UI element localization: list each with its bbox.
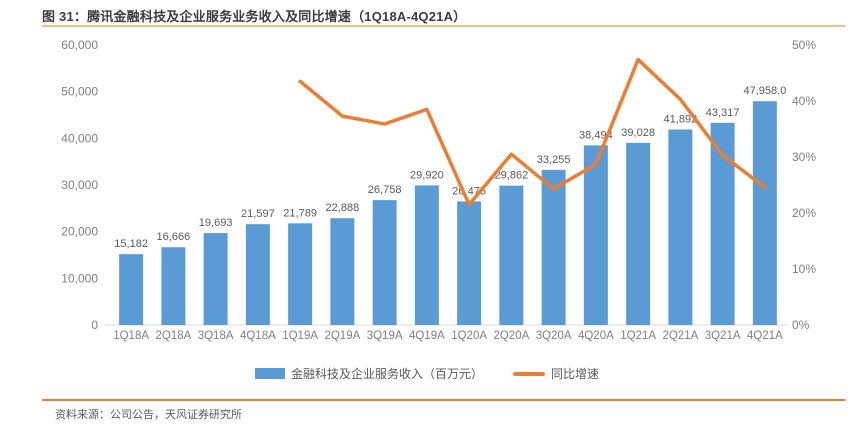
revenue-bar: [752, 101, 777, 325]
title-underline: [42, 25, 845, 27]
left-axis-tick-label: 60,000: [61, 38, 98, 52]
x-axis-category-label: 1Q18A: [113, 330, 149, 342]
revenue-bar: [245, 224, 270, 325]
revenue-bar: [330, 218, 355, 325]
revenue-bar: [499, 185, 524, 325]
bar-value-label: 22,888: [326, 202, 360, 214]
bar-value-label: 38,494: [579, 129, 613, 141]
x-axis-category-label: 2Q20A: [493, 330, 529, 342]
revenue-bar: [583, 145, 608, 325]
x-axis-category-label: 3Q21A: [705, 330, 741, 342]
yoy-growth-line: [298, 57, 767, 207]
line-series-swatch: [513, 371, 545, 376]
bar-value-label: 29,862: [495, 170, 529, 182]
chart-legend: 金融科技及企业服务收入（百万元） 同比增速: [0, 365, 854, 382]
bar-value-label: 16,666: [157, 231, 191, 243]
left-axis-tick-label: 40,000: [61, 131, 98, 145]
source-note: 资料来源：公司公告，天风证券研究所: [55, 409, 242, 421]
bar-series-label: 金融科技及企业服务收入（百万元）: [290, 367, 483, 381]
bar-value-label: 21,789: [283, 207, 317, 219]
revenue-bar: [288, 223, 313, 325]
bar-value-label: 21,597: [241, 208, 275, 220]
revenue-bar: [541, 169, 566, 325]
bar-value-label: 39,028: [621, 127, 655, 139]
x-axis-category-label: 3Q20A: [536, 330, 572, 342]
revenue-bar: [626, 142, 651, 325]
revenue-growth-combo-chart: 0 10,000 20,000 30,000 40,000 50,000 60,000 0% 1…: [61, 38, 816, 342]
right-axis-tick-label: 30%: [792, 150, 816, 164]
revenue-bar: [203, 233, 228, 325]
right-axis-tick-label: 50%: [792, 38, 816, 52]
bar-series-swatch: [254, 368, 285, 379]
right-axis-tick-label: 40%: [792, 94, 816, 108]
revenue-bar: [372, 200, 397, 325]
bar-value-label: 26,758: [368, 184, 402, 196]
bar-value-label: 41,892: [664, 114, 698, 126]
bar-value-label: 47,958.0: [743, 85, 786, 97]
x-axis-category-label: 1Q21A: [620, 330, 656, 342]
right-axis-tick-label: 10%: [792, 262, 816, 276]
bar-value-label: 43,317: [706, 107, 740, 119]
x-axis-category-label: 4Q19A: [409, 330, 445, 342]
line-series-label: 同比增速: [551, 367, 600, 381]
bar-value-label: 19,693: [199, 217, 233, 229]
revenue-bar: [161, 247, 186, 325]
right-axis-tick-label: 20%: [792, 206, 816, 220]
x-axis-category-label: 1Q19A: [282, 330, 318, 342]
x-axis-category-label: 2Q19A: [324, 330, 360, 342]
bar-value-label: 29,920: [410, 169, 444, 181]
left-axis-tick-label: 30,000: [61, 178, 98, 192]
figure-title: 图 31：腾讯金融科技及企业服务业务收入及同比增速（1Q18A-4Q21A）: [42, 9, 467, 24]
x-axis-category-label: 4Q18A: [240, 330, 276, 342]
footer-rule: [42, 399, 845, 401]
x-axis-category-label: 3Q18A: [198, 330, 234, 342]
legend-item-revenue: 金融科技及企业服务收入（百万元）: [254, 365, 483, 382]
left-axis-tick-label: 0: [91, 318, 98, 332]
x-axis-category-label: 2Q18A: [155, 330, 191, 342]
bar-value-label: 33,255: [537, 154, 571, 166]
x-axis-category-label: 3Q19A: [367, 330, 403, 342]
revenue-bar: [414, 185, 439, 325]
right-axis-tick-label: 0%: [792, 318, 810, 332]
revenue-bar: [457, 201, 482, 325]
x-axis-category-label: 2Q21A: [662, 330, 698, 342]
x-axis-category-label: 4Q21A: [747, 330, 783, 342]
left-axis-tick-label: 20,000: [61, 225, 98, 239]
x-axis-category-label: 4Q20A: [578, 330, 614, 342]
bar-value-label: 15,182: [114, 238, 148, 250]
left-axis-tick-label: 50,000: [61, 85, 98, 99]
left-axis-tick-label: 10,000: [61, 271, 98, 285]
revenue-bar: [668, 129, 693, 325]
x-axis-category-label: 1Q20A: [451, 330, 487, 342]
legend-item-growth: 同比增速: [513, 365, 599, 382]
revenue-bar: [119, 254, 144, 325]
